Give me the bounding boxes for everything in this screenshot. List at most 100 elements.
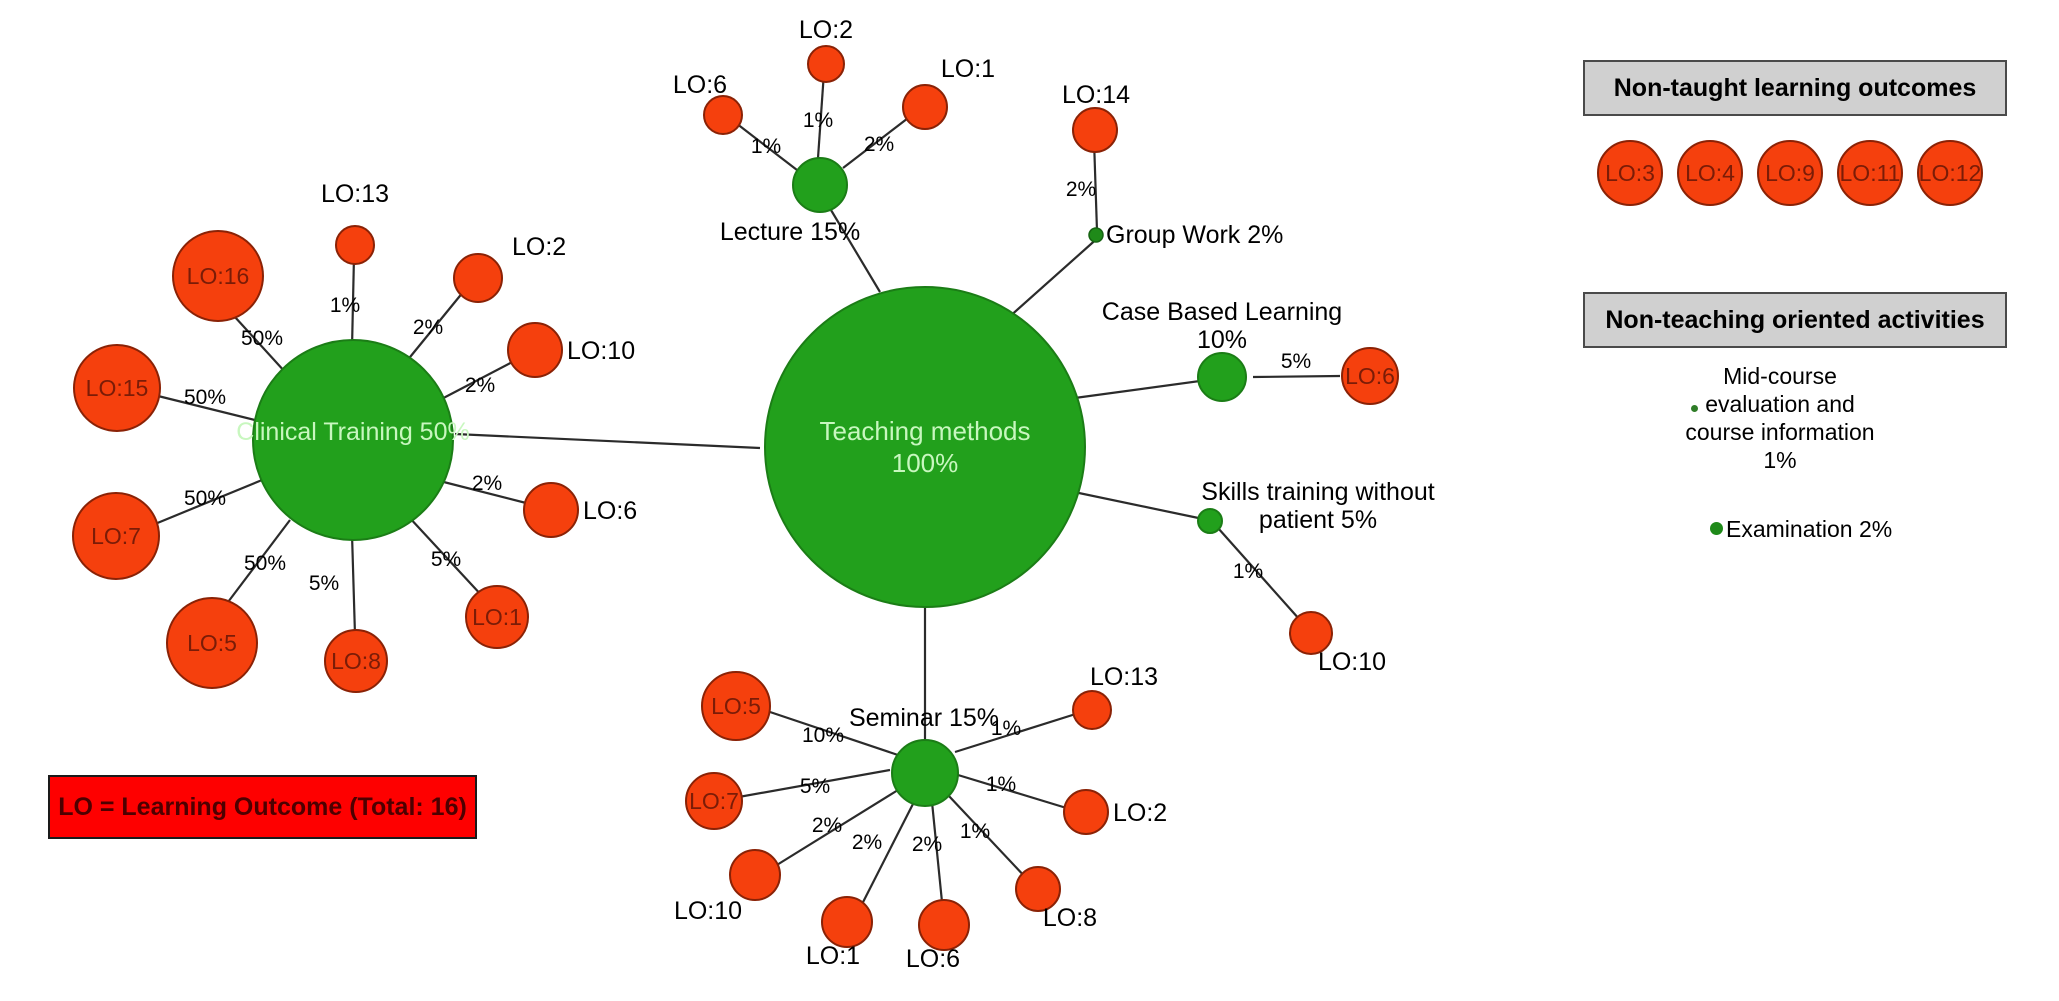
node-clinical-lo8-label: LO:8 — [331, 648, 381, 674]
edge-center-cbl — [1059, 376, 1223, 402]
edge-label-cbl-lo6: 5% — [1281, 350, 1311, 373]
node-clinical-lo2-label: LO:2 — [512, 233, 566, 261]
node-cbl-percent: 10% — [1197, 326, 1247, 354]
node-clinical-lo8[interactable] — [324, 629, 388, 693]
panel-non-teaching-title: Non-teaching oriented activities — [1583, 292, 2007, 348]
center-edges — [454, 194, 1223, 755]
node-group-work[interactable] — [1088, 227, 1104, 243]
node-teaching-methods-label: Teaching methods — [819, 416, 1030, 446]
node-skills-training[interactable] — [1197, 508, 1223, 534]
node-cbl-label: Case Based Learning — [1102, 298, 1342, 326]
node-skills-lo10-label: LO:10 — [1318, 648, 1386, 676]
node-seminar-lo2[interactable] — [1063, 789, 1109, 835]
lecture-edges — [731, 71, 913, 171]
node-case-based-learning[interactable] — [1197, 352, 1247, 402]
edge-skills-lo10 — [1217, 527, 1301, 621]
node-seminar-lo7-label: LO:7 — [689, 788, 739, 814]
edge-clinical-lo13 — [350, 255, 356, 349]
node-lecture[interactable] — [792, 157, 848, 213]
node-clinical-lo16[interactable] — [172, 230, 264, 322]
node-seminar-lo1[interactable] — [821, 896, 873, 948]
edge-label-seminar-lo2: 1% — [986, 773, 1016, 796]
edge-label-lecture-lo1: 2% — [864, 133, 894, 156]
edge-clinical-lo7 — [154, 478, 263, 526]
node-lecture-lo1[interactable] — [902, 84, 948, 130]
edge-seminar-lo7 — [721, 768, 891, 802]
edge-seminar-lo6 — [930, 801, 945, 913]
edge-clinical-lo6 — [427, 476, 531, 506]
node-groupwork-lo14[interactable] — [1072, 107, 1118, 153]
node-clinical-training[interactable] — [252, 339, 454, 541]
node-clinical-lo13[interactable] — [335, 225, 375, 265]
cbl-edges — [1252, 374, 1341, 379]
legend-lo9[interactable]: LO:9 — [1757, 140, 1823, 206]
node-clinical-lo1-label: LO:1 — [472, 604, 522, 630]
edge-seminar-lo1 — [857, 799, 916, 913]
node-clinical-lo10[interactable] — [507, 322, 563, 378]
edge-groupwork-lo14 — [1092, 139, 1099, 232]
edge-label-clinical-lo1: 5% — [431, 548, 461, 571]
node-groupwork-lo14-label: LO:14 — [1062, 81, 1130, 109]
node-clinical-lo7[interactable] — [72, 492, 160, 580]
node-clinical-lo2[interactable] — [453, 253, 503, 303]
edge-label-seminar-lo6: 2% — [912, 833, 942, 856]
node-seminar-lo10-label: LO:10 — [674, 897, 742, 925]
panel-non-taught-title: Non-taught learning outcomes — [1583, 60, 2007, 116]
edge-clinical-lo15 — [157, 394, 256, 422]
edge-clinical-lo10 — [431, 357, 521, 405]
edge-clinical-lo2 — [405, 285, 469, 363]
legend-lo4[interactable]: LO:4 — [1677, 140, 1743, 206]
node-clinical-lo5[interactable] — [166, 597, 258, 689]
node-skills-label: Skills training without — [1201, 478, 1434, 506]
edge-label-clinical-lo10: 2% — [465, 374, 495, 397]
node-cbl-lo6[interactable] — [1341, 347, 1399, 405]
node-teaching-methods[interactable] — [764, 286, 1086, 608]
node-lecture-lo6-label: LO:6 — [673, 71, 727, 99]
node-seminar-lo10[interactable] — [729, 849, 781, 901]
edge-clinical-lo5 — [221, 519, 291, 611]
skills-edges — [1217, 527, 1301, 621]
node-clinical-lo7-label: LO:7 — [91, 523, 141, 549]
node-lecture-lo6[interactable] — [703, 95, 743, 135]
edge-seminar-lo8 — [947, 794, 1029, 881]
node-lecture-lo2-label: LO:2 — [799, 16, 853, 44]
node-clinical-lo15[interactable] — [73, 344, 161, 432]
edge-lecture-lo1 — [842, 114, 913, 169]
node-group-work-label: Group Work 2% — [1106, 221, 1283, 249]
node-seminar-lo13-label: LO:13 — [1090, 663, 1158, 691]
edge-label-clinical-lo6: 2% — [472, 472, 502, 495]
edge-clinical-lo1 — [407, 515, 485, 599]
legend-lo12[interactable]: LO:12 — [1917, 140, 1983, 206]
node-lecture-label: Lecture 15% — [720, 218, 860, 246]
node-clinical-lo6[interactable] — [523, 482, 579, 538]
node-seminar[interactable] — [891, 739, 959, 807]
node-teaching-methods-percent: 100% — [892, 448, 959, 478]
legend-learning-outcome-box: LO = Learning Outcome (Total: 16) — [48, 775, 477, 839]
node-skills-lo10[interactable] — [1289, 611, 1333, 655]
node-clinical-lo1[interactable] — [465, 585, 529, 649]
edge-label-skills-lo10: 1% — [1233, 560, 1263, 583]
node-seminar-lo13[interactable] — [1072, 690, 1112, 730]
edge-label-lecture-lo6: 1% — [751, 135, 781, 158]
non-taught-outcomes-row: LO:3 LO:4 LO:9 LO:11 LO:12 — [1597, 140, 1983, 206]
node-clinical-training-label: Clinical Training 50% — [236, 418, 469, 446]
activity-examination: Examination 2% — [1726, 516, 1893, 542]
legend-lo3[interactable]: LO:3 — [1597, 140, 1663, 206]
seminar-edges — [721, 710, 1083, 913]
edge-label-seminar-lo1: 2% — [852, 831, 882, 854]
groupwork-edges — [1092, 139, 1099, 232]
node-seminar-label: Seminar 15% — [849, 704, 999, 732]
node-clinical-lo15-label: LO:15 — [86, 375, 149, 401]
node-seminar-lo8[interactable] — [1015, 866, 1061, 912]
legend-lo11[interactable]: LO:11 — [1837, 140, 1903, 206]
edge-label-clinical-lo13: 1% — [330, 294, 360, 317]
node-seminar-lo5[interactable] — [701, 671, 771, 741]
edge-center-skills — [1054, 486, 1209, 522]
edge-clinical-lo8 — [350, 533, 357, 636]
node-seminar-lo6[interactable] — [918, 899, 970, 951]
edge-label-clinical-lo15: 50% — [184, 386, 226, 409]
node-seminar-lo7[interactable] — [685, 772, 743, 830]
node-lecture-lo2[interactable] — [807, 45, 845, 83]
